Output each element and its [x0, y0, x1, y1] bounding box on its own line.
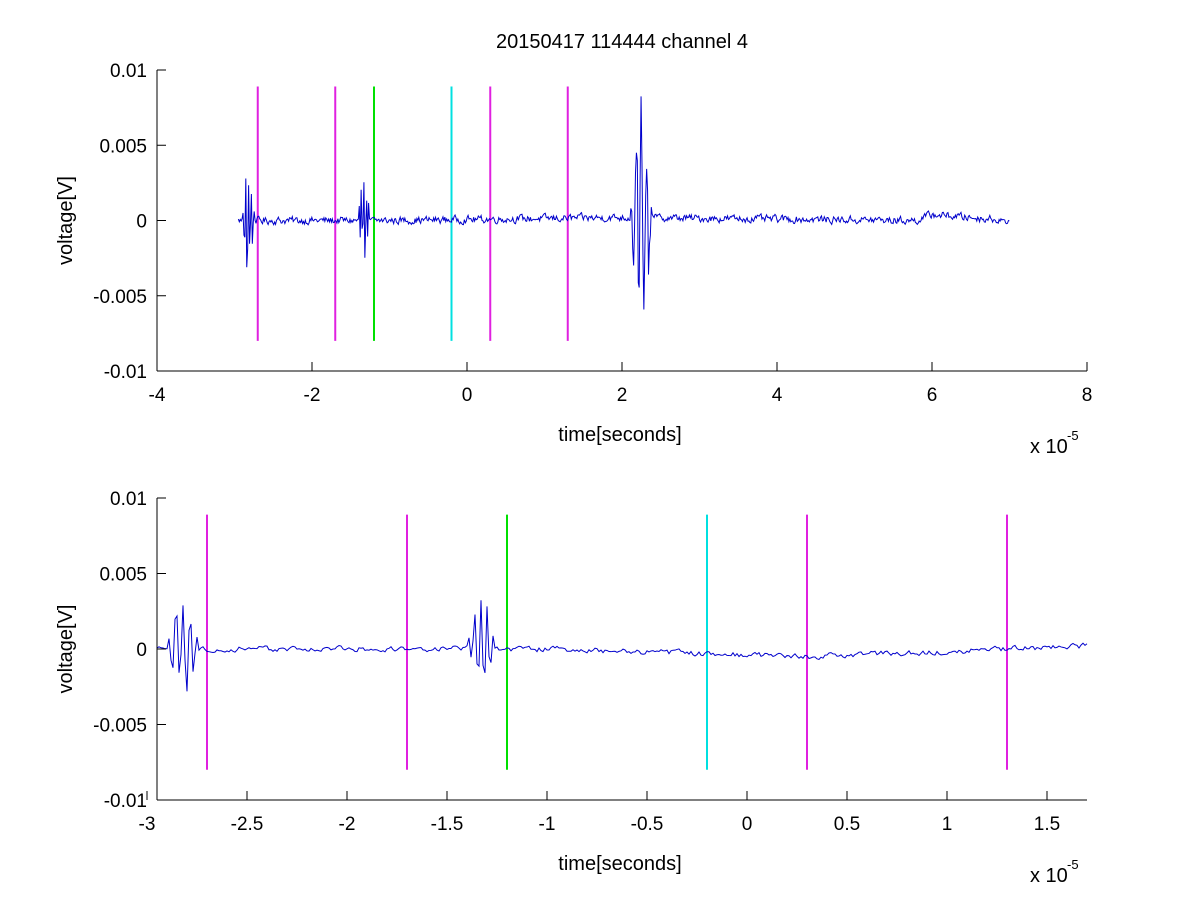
bottom-panel: -3 -2.5 -2 -1.5 -1 -0.5 0 0.5 1 1.5 -0.01 -0.005 0 0.…: [55, 489, 1088, 887]
top-panel: -4 -2 0 2 4 6 8 -0.01 -0.005 0 0.005 0.01 time[secon…: [55, 61, 1092, 458]
bottom-x-tick-label: -0.5: [631, 814, 664, 835]
top-y-tick-label: -0.005: [93, 287, 147, 308]
top-x-multiplier: x 10: [1030, 436, 1068, 458]
bottom-x-tick-label: -1.5: [431, 814, 464, 835]
bottom-signal-line: [156, 600, 1088, 692]
bottom-x-tick-label: -2.5: [231, 814, 264, 835]
bottom-x-axis-label: time[seconds]: [558, 853, 681, 875]
bottom-y-tick-label: 0.01: [110, 489, 147, 510]
top-y-tick-label: -0.01: [104, 362, 147, 383]
top-x-axis-label: time[seconds]: [558, 424, 681, 446]
bottom-x-tick-label: -1: [539, 814, 556, 835]
top-axes: -4 -2 0 2 4 6 8 -0.01 -0.005 0 0.005 0.01 time[secon…: [55, 61, 1092, 458]
figure-title: 20150417 114444 channel 4: [496, 31, 748, 53]
top-signal-line: [237, 96, 1010, 310]
bottom-x-tick-label: 0.5: [834, 814, 860, 835]
bottom-x-tick-label: -2: [339, 814, 356, 835]
bottom-x-tick-label: 0: [742, 814, 753, 835]
top-x-tick-label: 0: [462, 385, 473, 406]
bottom-y-tick-label: 0.005: [99, 565, 147, 586]
top-y-tick-label: 0.005: [99, 136, 147, 157]
bottom-y-tick-label: -0.01: [104, 791, 147, 812]
top-x-tick-label: 4: [772, 385, 783, 406]
bottom-x-multiplier: x 10: [1030, 865, 1068, 887]
top-x-tick-label: 8: [1082, 385, 1093, 406]
top-y-tick-label: 0.01: [110, 61, 147, 82]
top-y-tick-label: 0: [136, 212, 147, 233]
bottom-x-multiplier-exponent: -5: [1067, 857, 1079, 872]
bottom-y-tick-label: -0.005: [93, 716, 147, 737]
bottom-x-tick-label: -3: [139, 814, 156, 835]
bottom-markers: [206, 514, 1008, 770]
top-x-tick-label: 2: [617, 385, 628, 406]
top-x-multiplier-exponent: -5: [1067, 428, 1079, 443]
bottom-y-axis-label: voltage[V]: [55, 605, 77, 694]
bottom-x-tick-label: 1: [942, 814, 953, 835]
bottom-axes: -3 -2.5 -2 -1.5 -1 -0.5 0 0.5 1 1.5 -0.01 -0.005 0 0.…: [55, 489, 1087, 887]
top-x-tick-label: -2: [304, 385, 321, 406]
bottom-x-tick-label: 1.5: [1034, 814, 1060, 835]
top-x-tick-label: 6: [927, 385, 938, 406]
top-x-tick-label: -4: [149, 385, 166, 406]
top-y-axis-label: voltage[V]: [55, 176, 77, 265]
top-markers: [256, 86, 569, 341]
bottom-y-tick-label: 0: [136, 640, 147, 661]
